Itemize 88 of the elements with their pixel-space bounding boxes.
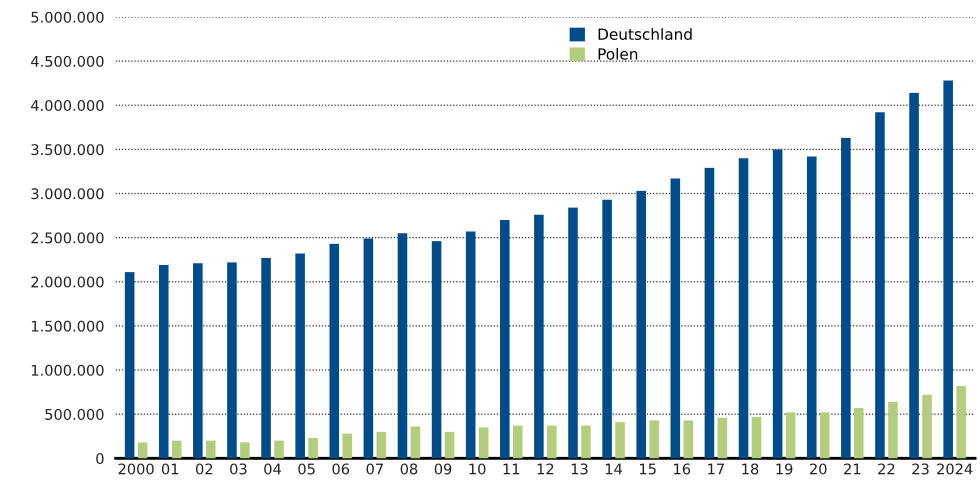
x-tick-label: 09 — [434, 463, 452, 474]
bar — [670, 178, 680, 458]
bar — [547, 426, 557, 458]
y-tick-label: 1.000.000 — [32, 364, 104, 376]
bar — [875, 112, 885, 458]
bar — [206, 440, 216, 458]
bar — [649, 420, 659, 458]
bar — [738, 158, 748, 458]
bar — [512, 426, 523, 458]
bar — [602, 200, 612, 458]
x-tick-label: 2024 — [937, 463, 972, 474]
y-tick-label: 3.500.000 — [31, 144, 104, 156]
x-tick-label: 23 — [912, 463, 929, 474]
legend-label: Polen — [598, 48, 638, 60]
bar — [956, 386, 966, 458]
bar — [240, 442, 250, 458]
y-tick-label: 2.000.000 — [31, 276, 104, 288]
x-tick-label: 04 — [264, 463, 281, 474]
legend-label: Deutschland — [598, 28, 692, 40]
bar — [841, 138, 851, 458]
bar — [444, 432, 454, 458]
bar — [772, 149, 782, 458]
bar — [909, 92, 919, 458]
bar — [568, 208, 578, 458]
bar — [124, 272, 134, 458]
bar — [943, 80, 953, 458]
x-tick-label: 19 — [776, 463, 792, 474]
x-tick-label: 08 — [400, 463, 418, 474]
y-tick-label: 1.500.000 — [32, 320, 104, 332]
x-tick-label: 07 — [366, 463, 383, 474]
x-tick-label: 15 — [640, 464, 656, 474]
x-tick-label: 22 — [878, 463, 894, 474]
bar — [329, 244, 340, 458]
x-tick-label: 06 — [332, 463, 350, 474]
bar — [786, 412, 796, 458]
y-tick-label: 3.000.000 — [31, 188, 104, 200]
bar — [854, 408, 864, 458]
x-tick-label: 13 — [572, 463, 588, 474]
bar — [534, 214, 544, 458]
x-tick-label: 10 — [469, 463, 486, 474]
x-tick-label: 02 — [196, 463, 212, 474]
x-tick-label: 21 — [844, 463, 860, 474]
bar — [308, 438, 318, 458]
bar — [500, 220, 510, 458]
x-tick-label: 12 — [538, 463, 554, 474]
x-tick-label: 11 — [504, 464, 520, 474]
bar — [398, 233, 408, 458]
y-tick-label: 500.000 — [45, 408, 104, 420]
bar — [172, 440, 182, 458]
bar — [342, 434, 352, 458]
bar — [295, 254, 305, 458]
bar — [364, 238, 374, 458]
x-tick-label: 14 — [606, 464, 622, 474]
bar — [410, 426, 420, 458]
y-tick-label: 5.000.000 — [31, 12, 104, 23]
bar — [466, 231, 476, 458]
bar — [806, 156, 817, 458]
bar — [227, 262, 237, 458]
bar — [615, 422, 625, 458]
x-tick-label: 2000 — [118, 463, 154, 474]
bar — [274, 440, 284, 458]
bar — [478, 427, 488, 458]
y-tick-label: 0 — [96, 453, 104, 464]
bar — [261, 258, 271, 458]
x-tick-label: 18 — [742, 463, 758, 474]
x-tick-label: 16 — [674, 463, 690, 474]
y-tick-label: 4.500.000 — [31, 56, 104, 67]
y-tick-label: 4.000.000 — [31, 100, 104, 111]
bar — [636, 190, 646, 458]
bar — [718, 418, 728, 458]
bar — [922, 394, 932, 458]
bar — [820, 412, 830, 458]
bar — [888, 402, 898, 458]
x-tick-label: 01 — [162, 463, 178, 474]
x-tick-label: 17 — [708, 464, 724, 474]
x-tick-label: 03 — [230, 463, 247, 474]
bar — [193, 263, 203, 458]
bar — [138, 442, 148, 458]
bar — [752, 416, 762, 458]
bar — [158, 265, 169, 458]
bar — [704, 168, 714, 458]
bar — [581, 426, 591, 458]
x-tick-label: 05 — [298, 463, 315, 474]
bar — [432, 241, 442, 458]
y-tick-label: 2.500.000 — [31, 232, 104, 244]
x-tick-label: 20 — [810, 463, 827, 474]
bar — [684, 420, 694, 458]
bar — [376, 432, 386, 458]
